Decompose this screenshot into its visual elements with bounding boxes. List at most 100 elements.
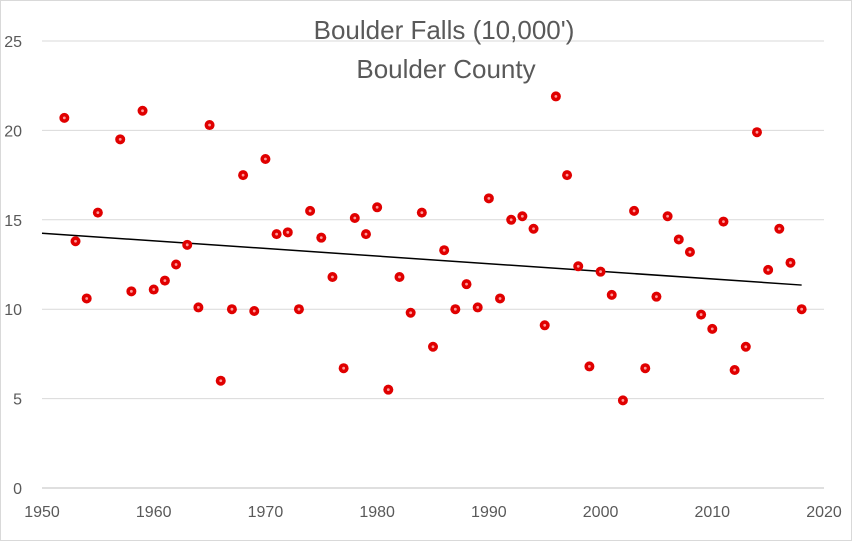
data-point <box>338 363 349 374</box>
data-point <box>528 223 539 234</box>
data-point-highlight <box>789 261 792 265</box>
x-axis-ticks: 1950 1960 1970 1980 1990 2000 2010 2020 <box>24 504 842 521</box>
data-point-highlight <box>655 295 658 299</box>
data-point-highlight <box>85 297 89 300</box>
data-point-highlight <box>185 243 189 247</box>
trendline-layer <box>41 232 802 286</box>
data-point-highlight <box>264 157 267 161</box>
x-tick-label: 1980 <box>359 504 395 521</box>
data-point <box>584 361 595 372</box>
data-point-highlight <box>152 288 156 291</box>
y-tick-label: 20 <box>4 123 22 140</box>
data-point <box>416 207 427 218</box>
data-point-highlight <box>487 196 491 200</box>
data-point <box>617 395 628 406</box>
y-tick-label: 5 <box>13 392 22 409</box>
data-point <box>796 304 807 315</box>
y-axis-ticks: 0 5 10 15 20 25 <box>4 34 22 498</box>
data-point <box>137 105 148 116</box>
data-point <box>606 289 617 300</box>
data-point-highlight <box>733 368 737 372</box>
y-tick-label: 15 <box>4 213 22 230</box>
data-point-highlight <box>230 307 234 311</box>
data-point <box>696 309 707 320</box>
data-point-highlight <box>163 279 167 282</box>
x-tick-label: 2020 <box>806 504 842 521</box>
data-point-highlight <box>565 173 569 177</box>
data-point <box>405 307 416 318</box>
data-point-highlight <box>677 238 681 241</box>
data-point <box>506 214 517 225</box>
data-point <box>70 236 81 247</box>
data-point-highlight <box>364 232 368 236</box>
data-point-highlight <box>554 95 558 98</box>
data-point <box>226 304 237 315</box>
x-tick-label: 1960 <box>136 504 172 521</box>
data-point <box>92 207 103 218</box>
data-point-highlight <box>141 109 144 113</box>
data-points <box>59 91 807 406</box>
data-point-highlight <box>755 130 759 134</box>
data-point-highlight <box>576 264 580 268</box>
data-point <box>394 272 405 283</box>
data-point <box>293 304 304 315</box>
data-point <box>461 279 472 290</box>
data-point <box>450 304 461 315</box>
data-point-highlight <box>621 398 625 402</box>
y-tick-label: 25 <box>4 34 22 51</box>
data-point <box>539 320 550 331</box>
data-point-highlight <box>744 345 748 349</box>
data-point <box>785 257 796 268</box>
data-point-highlight <box>442 248 446 252</box>
data-point <box>260 154 271 165</box>
data-point <box>774 223 785 234</box>
data-point <box>305 205 316 216</box>
data-point <box>763 264 774 275</box>
data-point-highlight <box>465 282 468 286</box>
data-point-highlight <box>308 209 312 213</box>
data-point-highlight <box>431 345 435 349</box>
data-point-highlight <box>286 230 290 234</box>
data-point <box>673 234 684 245</box>
data-point-highlight <box>174 263 178 266</box>
data-point-highlight <box>688 250 692 254</box>
x-tick-label: 2000 <box>583 504 619 521</box>
data-point <box>629 205 640 216</box>
data-point-highlight <box>342 366 346 370</box>
data-point-highlight <box>118 137 122 141</box>
data-point <box>249 305 260 316</box>
chart-title-line-1: Boulder Falls (10,000') <box>314 15 575 45</box>
data-point <box>215 375 226 386</box>
data-point-highlight <box>375 205 379 209</box>
data-point-highlight <box>476 306 480 309</box>
data-point <box>495 293 506 304</box>
data-point-highlight <box>722 220 725 223</box>
data-point-highlight <box>409 311 413 315</box>
data-point-highlight <box>297 307 301 311</box>
data-point-highlight <box>96 211 100 215</box>
data-point-highlight <box>275 232 278 236</box>
data-point-highlight <box>666 214 669 218</box>
data-point-highlight <box>610 293 614 297</box>
data-point-highlight <box>800 307 804 311</box>
data-point-highlight <box>543 323 547 327</box>
data-point-highlight <box>710 327 714 331</box>
data-point-highlight <box>520 214 524 218</box>
data-point <box>550 91 561 102</box>
y-tick-label: 0 <box>13 481 22 498</box>
data-point <box>517 211 528 222</box>
data-point-highlight <box>643 366 647 370</box>
data-point <box>439 245 450 256</box>
data-point <box>718 216 729 227</box>
x-tick-label: 2010 <box>694 504 730 521</box>
data-point <box>126 286 137 297</box>
data-point <box>59 112 70 123</box>
data-point <box>573 261 584 272</box>
data-point <box>316 232 327 243</box>
x-tick-label: 1990 <box>471 504 507 521</box>
data-point <box>684 246 695 257</box>
data-point <box>349 213 360 224</box>
data-point <box>159 275 170 286</box>
